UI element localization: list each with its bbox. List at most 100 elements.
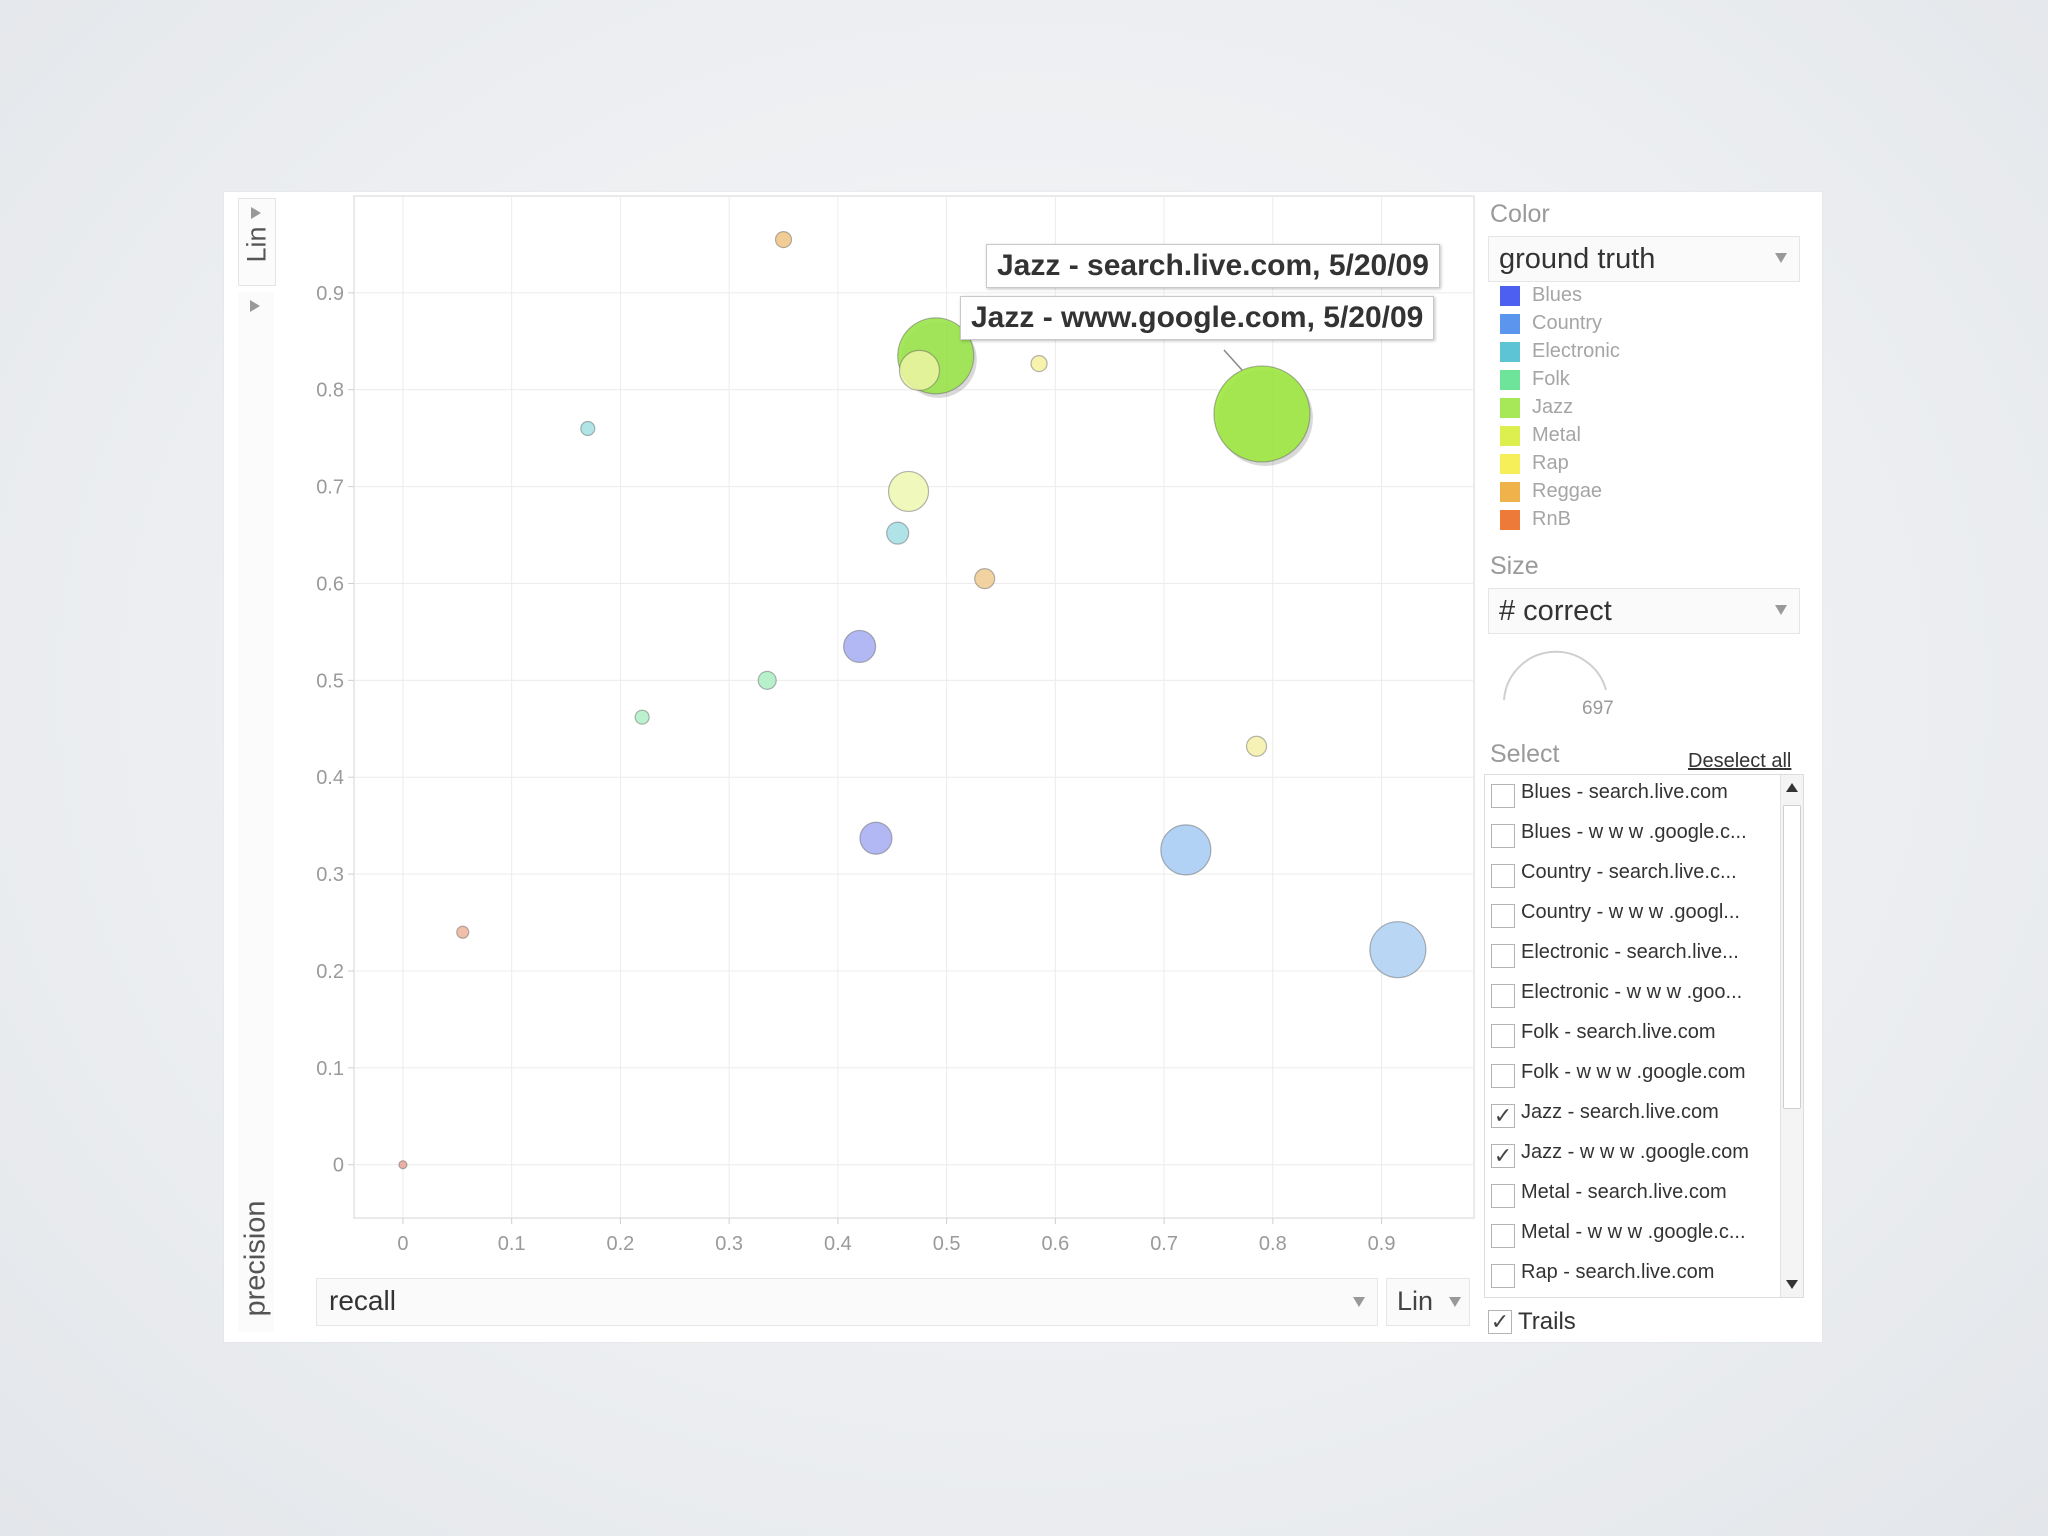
legend-swatch bbox=[1500, 454, 1520, 474]
tooltip-jazz-google: Jazz - www.google.com, 5/20/09 bbox=[960, 296, 1435, 340]
x-tick-label: 0.1 bbox=[498, 1233, 526, 1255]
legend-label: RnB bbox=[1532, 508, 1571, 530]
list-item[interactable]: Country - search.live.c... bbox=[1485, 857, 1781, 897]
list-item[interactable]: Folk - w w w .google.com bbox=[1485, 1057, 1781, 1097]
bubble-country bbox=[1369, 921, 1427, 979]
list-item-checkbox[interactable]: ✓ bbox=[1491, 1104, 1515, 1128]
deselect-all-link[interactable]: Deselect all bbox=[1688, 750, 1792, 772]
x-tick-label: 0.8 bbox=[1259, 1233, 1287, 1255]
chevron-down-icon bbox=[1449, 1297, 1461, 1307]
list-item-label: Metal - search.live.com bbox=[1521, 1181, 1727, 1203]
list-item[interactable]: ✓ Jazz - w w w .google.com bbox=[1485, 1137, 1781, 1177]
list-item-checkbox[interactable] bbox=[1491, 824, 1515, 848]
list-item[interactable]: Electronic - search.live... bbox=[1485, 937, 1781, 977]
list-item-checkbox[interactable] bbox=[1491, 984, 1515, 1008]
y-tick-label: 0 bbox=[333, 1155, 344, 1177]
legend-label: Folk bbox=[1532, 368, 1570, 390]
y-tick-label: 0.8 bbox=[316, 380, 344, 402]
bubble-blues bbox=[843, 629, 877, 664]
scroll-down-icon[interactable] bbox=[1786, 1280, 1798, 1289]
tooltip-jazz-search-live: Jazz - search.live.com, 5/20/09 bbox=[986, 244, 1440, 288]
x-tick-label: 0.9 bbox=[1368, 1233, 1396, 1255]
list-item-label: Electronic - w w w .goo... bbox=[1521, 981, 1743, 1003]
legend-label: Rap bbox=[1532, 452, 1569, 474]
scroll-thumb[interactable] bbox=[1783, 805, 1801, 1109]
list-item-checkbox[interactable] bbox=[1491, 1184, 1515, 1208]
legend-swatch bbox=[1500, 370, 1520, 390]
motion-chart-panel: Lin precision 0 0.1 0.2 0.3 0.4 0.5 0.6 0.7 0.8 0… bbox=[224, 192, 1822, 1342]
color-section-label: Color bbox=[1490, 200, 1550, 228]
x-scale-value: Lin bbox=[1397, 1286, 1434, 1316]
list-item-checkbox[interactable] bbox=[1491, 784, 1515, 808]
y-tick-label: 0.5 bbox=[316, 670, 344, 692]
select-list[interactable]: Blues - search.live.com Blues - w w w .go… bbox=[1484, 774, 1804, 1298]
list-item-label: Rap - search.live.com bbox=[1521, 1261, 1715, 1283]
size-dropdown-value: # correct bbox=[1499, 595, 1612, 627]
list-item[interactable]: Rap - search.live.com bbox=[1485, 1257, 1781, 1297]
list-item[interactable]: Country - w w w .googl... bbox=[1485, 897, 1781, 937]
list-item[interactable]: Blues - search.live.com bbox=[1485, 777, 1781, 817]
y-axis-selector[interactable]: precision bbox=[238, 292, 274, 1332]
list-item-checkbox[interactable] bbox=[1491, 944, 1515, 968]
trails-checkbox[interactable]: ✓ bbox=[1488, 1310, 1512, 1334]
x-axis-selector[interactable]: recall bbox=[316, 1278, 1378, 1326]
list-item[interactable]: Blues - w w w .google.c... bbox=[1485, 817, 1781, 857]
x-tick-label: 0.5 bbox=[933, 1233, 961, 1255]
bubble-electronic bbox=[580, 420, 596, 437]
bubble-metal bbox=[898, 349, 941, 391]
legend-label: Jazz bbox=[1532, 396, 1574, 418]
legend-swatch bbox=[1500, 286, 1520, 306]
bubble-metal bbox=[887, 470, 930, 513]
list-item-label: Folk - search.live.com bbox=[1521, 1021, 1716, 1043]
color-dropdown[interactable]: ground truth bbox=[1488, 236, 1800, 282]
legend-label: Reggae bbox=[1532, 480, 1603, 502]
trails-label: Trails bbox=[1518, 1308, 1576, 1335]
y-scale-selector[interactable]: Lin bbox=[238, 198, 276, 286]
legend-label: Electronic bbox=[1532, 340, 1620, 362]
list-item-checkbox[interactable] bbox=[1491, 1024, 1515, 1048]
list-item-checkbox[interactable] bbox=[1491, 1264, 1515, 1288]
scrollbar[interactable] bbox=[1780, 775, 1803, 1297]
select-section-label: Select bbox=[1490, 740, 1560, 768]
list-item[interactable]: Metal - search.live.com bbox=[1485, 1177, 1781, 1217]
list-item-checkbox[interactable] bbox=[1491, 1064, 1515, 1088]
y-axis-arrow-icon bbox=[250, 300, 260, 312]
size-scale-icon bbox=[1503, 650, 1607, 701]
y-tick-label: 0.7 bbox=[316, 477, 344, 499]
bubble-rap bbox=[1245, 735, 1268, 757]
y-tick-label: 0.2 bbox=[316, 961, 344, 983]
list-item-label: Folk - w w w .google.com bbox=[1521, 1061, 1746, 1083]
x-tick-label: 0.3 bbox=[715, 1233, 743, 1255]
list-item-label: Jazz - search.live.com bbox=[1521, 1101, 1719, 1123]
list-item-label: Jazz - w w w .google.com bbox=[1521, 1141, 1749, 1163]
list-item-checkbox[interactable] bbox=[1491, 864, 1515, 888]
chevron-down-icon bbox=[1353, 1297, 1365, 1307]
y-tick-label: 0.6 bbox=[316, 573, 344, 595]
x-tick-label: 0.6 bbox=[1041, 1233, 1069, 1255]
list-item-checkbox[interactable] bbox=[1491, 1224, 1515, 1248]
list-item[interactable]: Folk - search.live.com bbox=[1485, 1017, 1781, 1057]
chevron-down-icon bbox=[1775, 253, 1787, 263]
chevron-down-icon bbox=[1775, 605, 1787, 615]
list-item-label: Metal - w w w .google.c... bbox=[1521, 1221, 1746, 1243]
list-item[interactable]: ✓ Jazz - search.live.com bbox=[1485, 1097, 1781, 1137]
x-tick-label: 0 bbox=[397, 1233, 408, 1255]
list-item-checkbox[interactable] bbox=[1491, 904, 1515, 928]
list-item-label: Country - search.live.c... bbox=[1521, 861, 1737, 883]
list-item[interactable]: Electronic - w w w .goo... bbox=[1485, 977, 1781, 1017]
list-item-checkbox[interactable]: ✓ bbox=[1491, 1144, 1515, 1168]
legend-swatch bbox=[1500, 342, 1520, 362]
scatter-chart: 0 0.1 0.2 0.3 0.4 0.5 0.6 0.7 0.8 0.9 0 0.1 0.2 0.3 0.… bbox=[316, 195, 1475, 1255]
x-tick-label: 0.2 bbox=[607, 1233, 635, 1255]
list-item-label: Country - w w w .googl... bbox=[1521, 901, 1740, 923]
bubble-rnb bbox=[456, 925, 470, 939]
legend-swatch bbox=[1500, 426, 1520, 446]
size-dropdown[interactable]: # correct bbox=[1488, 588, 1800, 634]
x-tick-label: 0.4 bbox=[824, 1233, 852, 1255]
list-item-label: Electronic - search.live... bbox=[1521, 941, 1739, 963]
scroll-up-icon[interactable] bbox=[1786, 783, 1798, 792]
x-scale-selector[interactable]: Lin bbox=[1386, 1278, 1470, 1326]
list-item[interactable]: Metal - w w w .google.c... bbox=[1485, 1217, 1781, 1257]
y-tick-label: 0.3 bbox=[316, 864, 344, 886]
bubble-rap bbox=[1030, 354, 1048, 373]
